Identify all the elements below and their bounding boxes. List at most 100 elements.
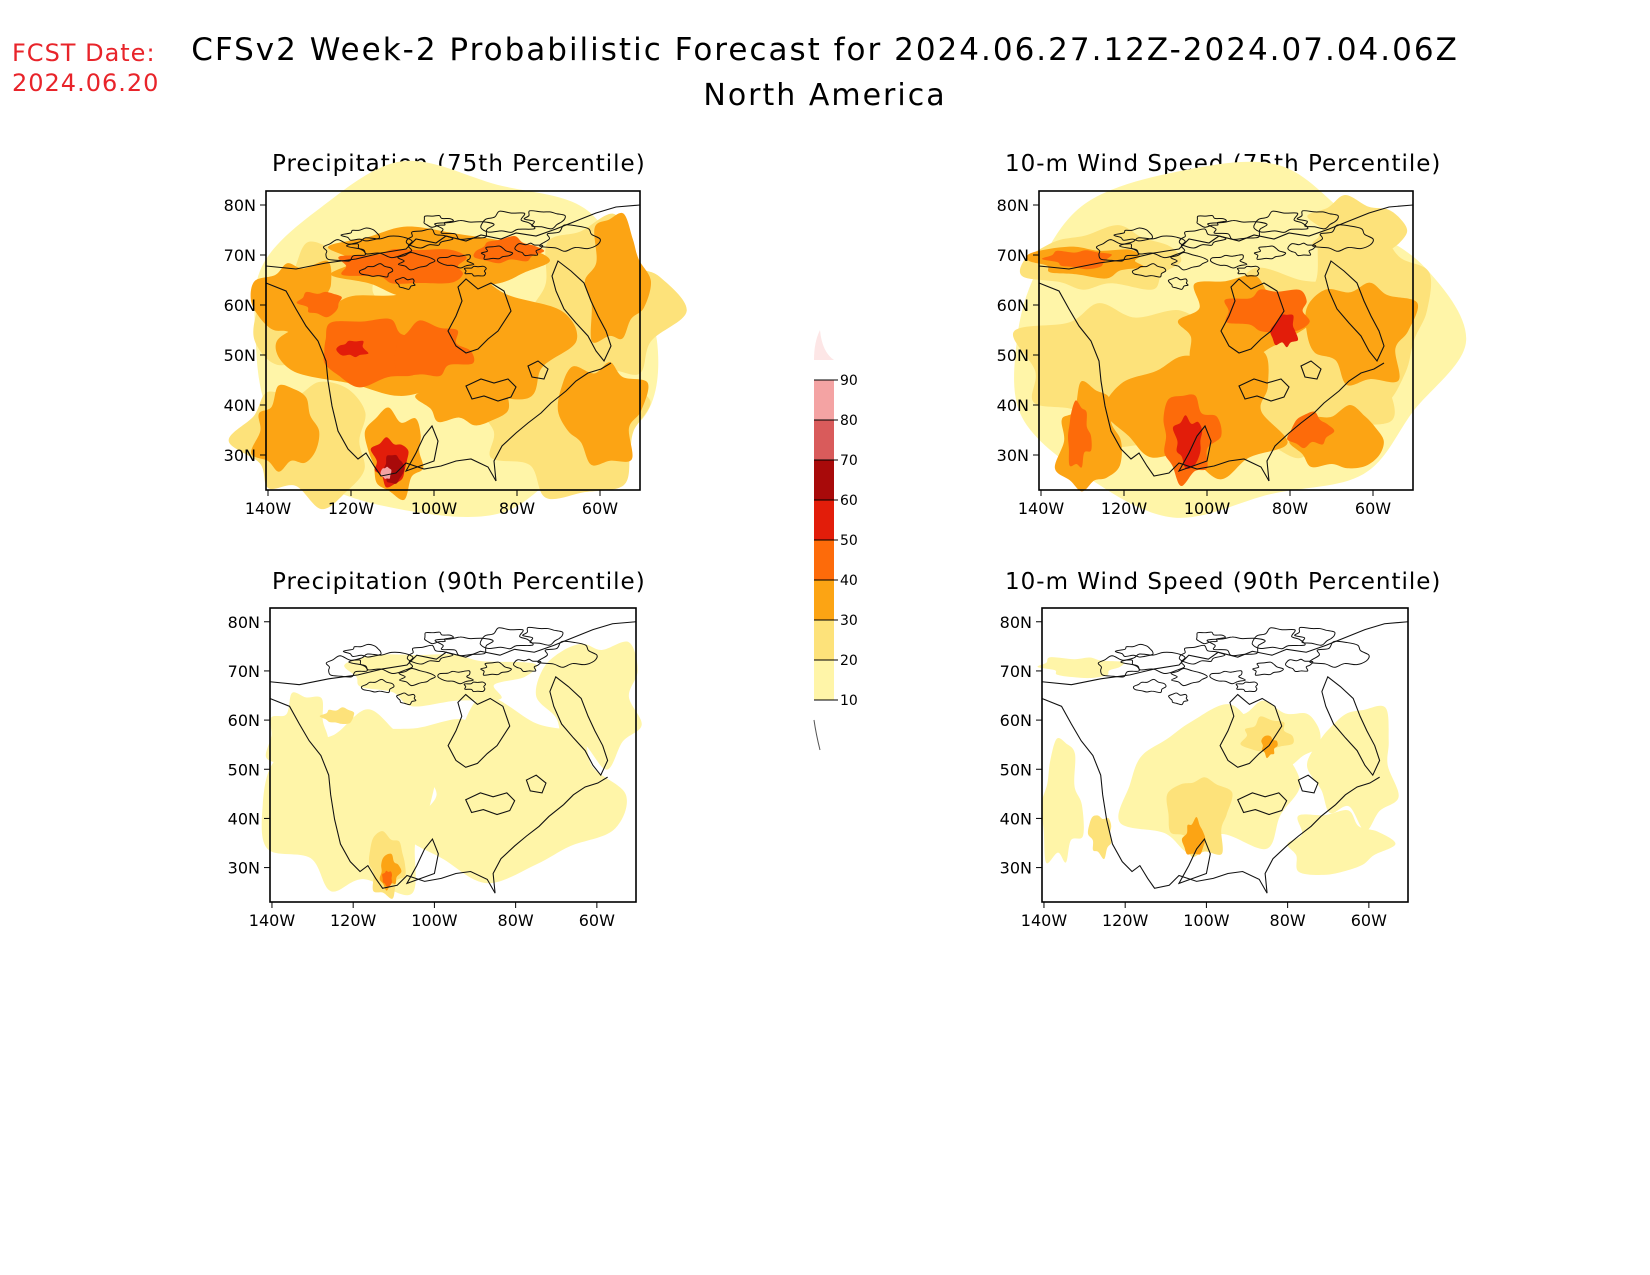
precip75-probability-region bbox=[338, 248, 467, 284]
wind90-lat-label: 30N bbox=[1000, 859, 1032, 878]
wind90-probability-region bbox=[1041, 738, 1084, 864]
colorbar-label: 60 bbox=[840, 493, 858, 509]
precip90-map-frame bbox=[269, 607, 637, 903]
wind75-lon-label: 140W bbox=[1018, 499, 1065, 518]
precip75-probability-region bbox=[250, 260, 340, 347]
precip90-coastline bbox=[525, 774, 547, 794]
colorbar-swatch bbox=[814, 580, 834, 620]
precip90-lat-label: 60N bbox=[228, 711, 260, 730]
precip75-island-outline bbox=[463, 265, 487, 277]
wind75-island-outline bbox=[1207, 219, 1268, 240]
precip90-lon-label: 80W bbox=[498, 911, 534, 930]
precip90-coastline bbox=[465, 792, 516, 816]
precip75-lon-label: 120W bbox=[328, 499, 375, 518]
wind75-lat-label: 80N bbox=[997, 196, 1029, 215]
precip75-coastline bbox=[265, 204, 641, 270]
wind90-lon-label: 120W bbox=[1102, 911, 1149, 930]
precip75-island-outline bbox=[436, 254, 475, 269]
wind75-island-outline bbox=[1119, 235, 1186, 259]
precip75-coastline bbox=[404, 424, 439, 473]
precip75-lat-label: 50N bbox=[224, 346, 256, 365]
precip75-coastline bbox=[493, 362, 612, 482]
precip90-island-outline bbox=[325, 655, 368, 678]
colorbar-label: 90 bbox=[840, 373, 858, 389]
precip75-probability-region bbox=[336, 340, 369, 358]
map-wind-speed-75th: 80N 70N 60N 50N 40N 30N 140W 120W 100W 80W 60W bbox=[997, 161, 1467, 518]
precip75-lat-label: 40N bbox=[224, 396, 256, 415]
wind75-coastline bbox=[1177, 424, 1212, 473]
wind75-coastline bbox=[1038, 204, 1414, 270]
colorbar-legend: 10 20 30 40 50 60 70 80 90 bbox=[813, 330, 858, 751]
wind75-island-outline bbox=[1253, 245, 1287, 260]
colorbar-swatch bbox=[814, 540, 834, 580]
colorbar-swatch bbox=[814, 420, 834, 460]
wind90-coastline bbox=[1237, 792, 1288, 816]
colorbar-label: 10 bbox=[840, 693, 858, 709]
panel-title-precip-90: Precipitation (90th Percentile) bbox=[272, 569, 646, 595]
precip90-island-outline bbox=[513, 658, 542, 673]
colorbar-label: 20 bbox=[840, 653, 858, 669]
wind90-lat-label: 60N bbox=[1000, 711, 1032, 730]
wind90-probability-region bbox=[1037, 657, 1125, 679]
precip75-coastline bbox=[465, 378, 517, 402]
precip75-island-outline bbox=[340, 227, 381, 242]
wind90-coastline bbox=[1264, 776, 1380, 894]
wind90-island-outline bbox=[1170, 667, 1208, 687]
wind90-island-outline bbox=[1097, 655, 1140, 678]
precip75-lat-label: 70N bbox=[224, 246, 256, 265]
wind90-lon-label: 80W bbox=[1270, 911, 1306, 930]
precip75-probability-region bbox=[394, 320, 475, 377]
precip90-island-outline bbox=[348, 651, 414, 674]
precip75-lon-label: 100W bbox=[411, 499, 458, 518]
precip90-probability-region bbox=[382, 870, 393, 887]
colorbar-top-cap bbox=[814, 330, 834, 360]
precip90-island-outline bbox=[398, 667, 436, 687]
precip90-coastline bbox=[447, 693, 511, 768]
wind75-coastline bbox=[1324, 260, 1385, 363]
precip90-coastline bbox=[405, 838, 439, 885]
wind90-island-outline bbox=[1285, 658, 1314, 673]
precip75-coastline bbox=[447, 278, 512, 354]
wind90-coastline bbox=[1321, 675, 1381, 777]
wind75-lon-label: 80W bbox=[1272, 499, 1308, 518]
precip75-lat-label: 30N bbox=[224, 446, 256, 465]
precip90-coastline bbox=[549, 675, 609, 777]
wind90-island-outline bbox=[1251, 627, 1306, 650]
wind75-island-outline bbox=[1236, 265, 1260, 277]
region-subtitle: North America bbox=[703, 78, 947, 113]
wind90-island-outline bbox=[1178, 644, 1226, 665]
wind90-island-outline bbox=[1206, 636, 1266, 657]
wind75-coastline bbox=[1220, 278, 1285, 354]
forecast-date-value: 2024.06.20 bbox=[12, 69, 160, 97]
wind75-island-outline bbox=[1167, 276, 1189, 290]
wind75-probability-region bbox=[1287, 411, 1335, 449]
precip75-island-outline bbox=[539, 224, 601, 252]
colorbar-swatch bbox=[814, 660, 834, 700]
precip90-island-outline bbox=[396, 692, 417, 706]
wind75-map-frame bbox=[1038, 190, 1414, 491]
precip75-island-outline bbox=[394, 276, 416, 290]
wind75-probability-region bbox=[1172, 415, 1203, 469]
precip90-island-outline bbox=[406, 644, 454, 665]
wind75-island-outline bbox=[1209, 254, 1248, 269]
precip75-island-outline bbox=[405, 228, 454, 249]
panel-title-wind-90: 10-m Wind Speed (90th Percentile) bbox=[1005, 569, 1442, 595]
wind90-probability-region bbox=[1240, 716, 1294, 752]
colorbar-bottom-cap bbox=[813, 719, 821, 751]
wind90-island-outline bbox=[1114, 643, 1154, 658]
precip75-probability-region bbox=[296, 291, 342, 318]
precip75-island-outline bbox=[480, 210, 536, 233]
wind90-lon-label: 140W bbox=[1021, 911, 1068, 930]
wind75-lon-label: 100W bbox=[1184, 499, 1231, 518]
wind75-island-outline bbox=[1312, 224, 1374, 252]
wind90-coastline bbox=[1041, 621, 1409, 686]
precip75-probability-region bbox=[584, 212, 651, 343]
precip75-probability-region bbox=[415, 361, 510, 426]
precip90-coastline bbox=[269, 621, 637, 686]
wind75-probability-region bbox=[1305, 282, 1419, 386]
wind90-probability-region bbox=[1287, 809, 1396, 875]
precip90-island-outline bbox=[360, 678, 395, 694]
wind75-island-outline bbox=[1287, 242, 1317, 257]
precip90-lat-label: 80N bbox=[228, 613, 260, 632]
precip90-lon-label: 60W bbox=[579, 911, 615, 930]
